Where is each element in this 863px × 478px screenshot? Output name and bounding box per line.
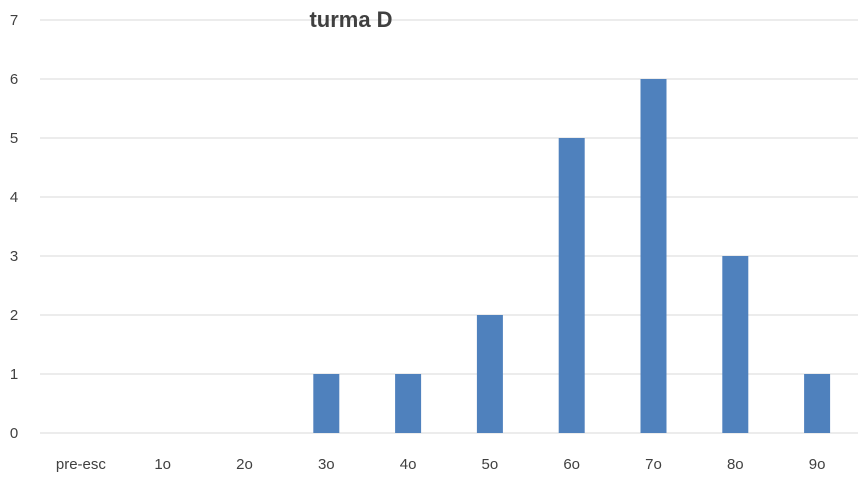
bars xyxy=(313,79,831,433)
x-tick-label: 1o xyxy=(154,456,171,473)
y-tick-label: 1 xyxy=(10,366,18,383)
x-axis-tick-labels: pre-esc 1o 2o 3o 4o 5o 6o 7o 8o 9o xyxy=(56,456,826,473)
x-tick-label: pre-esc xyxy=(56,456,107,473)
bar-7o xyxy=(640,79,667,433)
chart-title: turma D xyxy=(309,7,392,32)
gridlines xyxy=(40,19,858,434)
x-tick-label: 9o xyxy=(809,456,826,473)
y-axis-tick-labels: 0 1 2 3 4 5 6 7 xyxy=(10,12,18,442)
y-tick-label: 0 xyxy=(10,425,18,442)
y-tick-label: 3 xyxy=(10,248,18,265)
x-tick-label: 4o xyxy=(400,456,417,473)
x-tick-label: 6o xyxy=(563,456,580,473)
bar-5o xyxy=(476,315,503,433)
y-tick-label: 5 xyxy=(10,130,18,147)
x-tick-label: 8o xyxy=(727,456,744,473)
x-tick-label: 2o xyxy=(236,456,253,473)
x-tick-label: 5o xyxy=(482,456,499,473)
y-tick-label: 6 xyxy=(10,71,18,88)
x-tick-label: 3o xyxy=(318,456,335,473)
y-tick-label: 7 xyxy=(10,12,18,29)
bar-4o xyxy=(395,374,422,433)
bar-6o xyxy=(558,138,585,433)
bar-9o xyxy=(804,374,831,433)
x-tick-label: 7o xyxy=(645,456,662,473)
bar-8o xyxy=(722,256,749,433)
bar-3o xyxy=(313,374,340,433)
y-tick-label: 4 xyxy=(10,189,18,206)
y-tick-label: 2 xyxy=(10,307,18,324)
